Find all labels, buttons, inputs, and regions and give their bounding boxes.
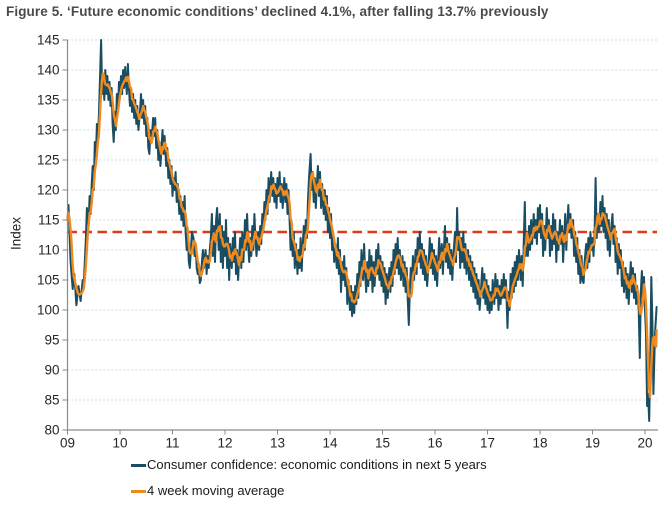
- x-tick-label: 16: [427, 436, 442, 451]
- y-tick-label: 80: [44, 423, 59, 438]
- y-tick-label: 140: [37, 63, 60, 78]
- y-tick-label: 115: [38, 213, 60, 228]
- y-tick-label: 125: [37, 153, 60, 168]
- data-series: [66, 39, 658, 422]
- x-tick-label: 18: [532, 436, 547, 451]
- y-tick-label: 145: [37, 33, 60, 48]
- y-tick-label: 110: [38, 243, 60, 258]
- x-tick-label: 09: [60, 436, 75, 451]
- legend-line-swatch-consumer-confidence-icon: [131, 463, 146, 467]
- chart-legend: Consumer confidence: economic conditions…: [131, 456, 487, 500]
- y-tick-label: 100: [37, 303, 60, 318]
- x-tick-label: 10: [112, 436, 127, 451]
- legend-item-consumer-confidence: Consumer confidence: economic conditions…: [131, 456, 487, 474]
- x-tick-label: 12: [217, 436, 232, 451]
- y-tick-label: 105: [37, 273, 60, 288]
- x-tick-label: 11: [165, 436, 179, 451]
- y-tick-label: 90: [44, 363, 59, 378]
- y-tick-label: 135: [37, 93, 60, 108]
- x-tick-label: 19: [585, 436, 600, 451]
- legend-item-moving-average: 4 week moving average: [131, 482, 487, 500]
- y-tick-label: 95: [44, 333, 59, 348]
- x-tick-label: 14: [322, 436, 338, 451]
- x-tick-label: 15: [375, 436, 390, 451]
- x-tick-label: 13: [270, 436, 285, 451]
- axis-line: [66, 40, 658, 431]
- series-moving-average: [66, 72, 658, 399]
- y-tick-label: 85: [44, 393, 59, 408]
- y-tick-label: 130: [37, 123, 60, 138]
- figure-title: Figure 5. ‘Future economic conditions’ d…: [6, 4, 549, 19]
- y-tick-label: 120: [37, 183, 60, 198]
- x-tick-label: 17: [480, 436, 495, 451]
- x-tick-label: 20: [637, 436, 652, 451]
- axes: [62, 39, 658, 435]
- legend-label-consumer-confidence: Consumer confidence: economic conditions…: [147, 457, 487, 472]
- legend-line-swatch-moving-average-icon: [131, 489, 146, 493]
- legend-label-moving-average: 4 week moving average: [147, 483, 285, 498]
- axis-tick-labels: 80 85 90 95 100 105 110 115 120 125 130 135 140 145 09…: [37, 33, 653, 451]
